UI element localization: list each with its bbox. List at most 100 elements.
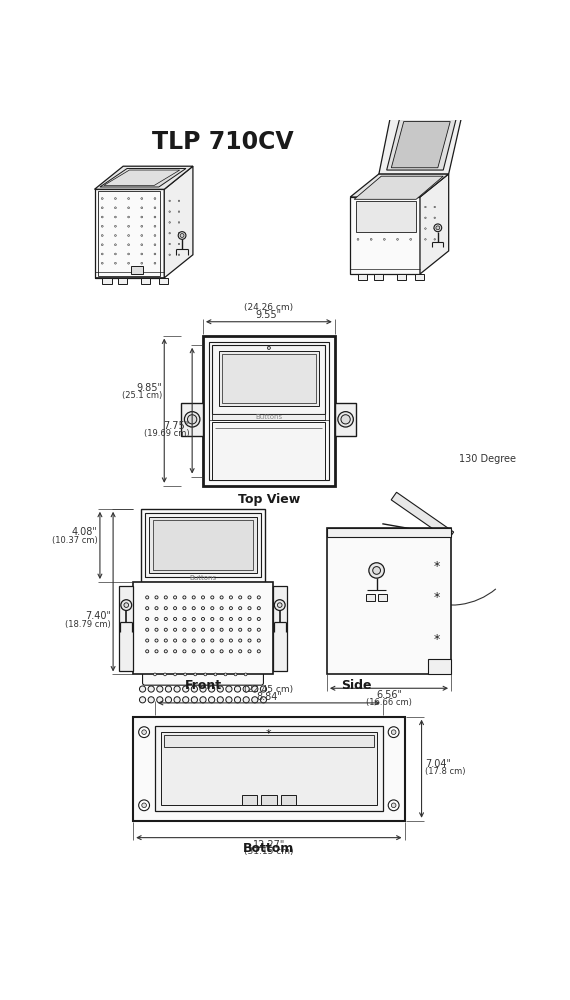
Circle shape (357, 238, 359, 240)
Circle shape (128, 225, 129, 227)
Circle shape (211, 628, 214, 631)
Circle shape (169, 211, 170, 212)
Circle shape (178, 222, 180, 223)
Bar (356, 201, 416, 232)
Circle shape (211, 639, 214, 642)
Circle shape (128, 198, 129, 199)
Circle shape (410, 206, 412, 208)
Bar (102, 278, 112, 284)
Circle shape (425, 228, 426, 229)
Circle shape (370, 206, 372, 208)
Circle shape (169, 232, 170, 234)
Circle shape (434, 217, 435, 219)
Circle shape (164, 596, 168, 599)
Bar (159, 278, 168, 284)
Circle shape (154, 225, 156, 227)
Circle shape (164, 607, 168, 610)
Circle shape (257, 650, 260, 653)
Circle shape (239, 617, 242, 620)
Bar (161, 732, 377, 805)
Bar (141, 278, 150, 284)
Circle shape (201, 607, 205, 610)
Circle shape (392, 803, 396, 808)
Circle shape (425, 217, 426, 219)
Circle shape (234, 697, 241, 703)
Text: 130 Degree: 130 Degree (459, 454, 516, 464)
Circle shape (115, 216, 116, 218)
Circle shape (101, 198, 103, 199)
Circle shape (220, 617, 223, 620)
Circle shape (248, 617, 251, 620)
Circle shape (146, 650, 149, 653)
Circle shape (115, 198, 116, 199)
Bar (397, 274, 406, 280)
Circle shape (173, 650, 177, 653)
Circle shape (164, 628, 168, 631)
Polygon shape (104, 170, 180, 185)
Circle shape (252, 697, 258, 703)
Circle shape (201, 617, 205, 620)
Circle shape (101, 253, 103, 255)
Bar (327, 528, 451, 537)
Circle shape (183, 628, 186, 631)
Circle shape (154, 244, 156, 246)
Text: 6.56": 6.56" (376, 690, 402, 700)
Text: (24.26 cm): (24.26 cm) (245, 303, 294, 312)
Circle shape (211, 607, 214, 610)
Circle shape (154, 207, 156, 209)
Text: Buttons: Buttons (255, 414, 283, 420)
Polygon shape (354, 176, 443, 199)
Bar (273, 586, 287, 671)
Circle shape (115, 253, 116, 255)
Circle shape (434, 228, 435, 229)
Circle shape (169, 222, 170, 223)
Circle shape (410, 228, 412, 229)
Bar (141, 509, 265, 582)
Circle shape (101, 235, 103, 236)
Bar (414, 274, 424, 280)
Circle shape (257, 607, 260, 610)
Circle shape (217, 697, 223, 703)
Circle shape (115, 235, 116, 236)
Circle shape (142, 730, 146, 734)
Text: *: * (266, 729, 272, 739)
Circle shape (274, 600, 285, 610)
Circle shape (121, 600, 132, 610)
Circle shape (157, 686, 163, 692)
Circle shape (128, 216, 129, 218)
Circle shape (229, 650, 233, 653)
Circle shape (384, 238, 385, 240)
Circle shape (239, 607, 242, 610)
Circle shape (357, 228, 359, 229)
Circle shape (178, 200, 180, 202)
Circle shape (155, 639, 158, 642)
Circle shape (164, 650, 168, 653)
Circle shape (182, 686, 189, 692)
Circle shape (128, 262, 129, 264)
Circle shape (174, 697, 180, 703)
Circle shape (154, 235, 156, 236)
Bar (155, 726, 383, 811)
Circle shape (192, 596, 196, 599)
Text: (17.8 cm): (17.8 cm) (425, 767, 466, 776)
Text: (31.15 cm): (31.15 cm) (244, 847, 294, 856)
Circle shape (425, 206, 426, 208)
Circle shape (260, 697, 267, 703)
Bar (378, 594, 388, 601)
Circle shape (155, 628, 158, 631)
Circle shape (425, 239, 426, 240)
Circle shape (155, 596, 158, 599)
Bar (373, 274, 383, 280)
Bar (164, 735, 373, 747)
Circle shape (146, 617, 149, 620)
Circle shape (373, 567, 381, 574)
Polygon shape (420, 174, 449, 274)
Circle shape (157, 697, 163, 703)
Circle shape (128, 235, 129, 236)
Polygon shape (392, 122, 450, 168)
Bar (118, 278, 127, 284)
Circle shape (154, 216, 156, 218)
Circle shape (200, 697, 206, 703)
Text: 7.04": 7.04" (425, 759, 451, 769)
Circle shape (211, 650, 214, 653)
